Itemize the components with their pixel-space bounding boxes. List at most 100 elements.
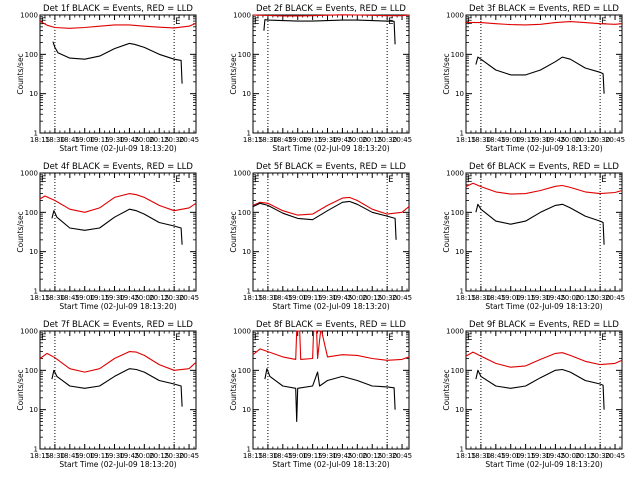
series-line-lld	[465, 21, 623, 26]
y-tick-label: 1	[247, 130, 251, 138]
y-axis-label: Counts/sec	[229, 369, 238, 410]
series-line-lld	[252, 196, 410, 216]
event-marker-label: E	[467, 175, 472, 185]
y-tick-label: 10	[29, 248, 38, 256]
x-tick-label: 19:30	[530, 136, 550, 144]
x-tick-label: 20:30	[377, 294, 397, 302]
x-tick-label: 20:00	[134, 136, 154, 144]
y-tick-label: 1000	[20, 328, 38, 336]
y-tick-label: 100	[451, 51, 464, 59]
x-tick-label: 19:45	[119, 452, 139, 460]
detector-panel-1: Det 1f BLACK = Events, RED = LLD 1 10 100 10…	[16, 4, 199, 153]
x-tick-label: 20:30	[377, 452, 397, 460]
y-axis-label: Counts/sec	[442, 53, 451, 94]
x-tick-label: 19:15	[516, 294, 536, 302]
x-tick-label: 18:30	[471, 136, 491, 144]
y-tick-label: 1000	[20, 12, 38, 20]
x-tick-label: 20:30	[590, 294, 610, 302]
x-tick-label: 20:45	[605, 136, 625, 144]
y-tick-label: 1	[34, 130, 38, 138]
x-tick-label: 19:45	[332, 294, 352, 302]
y-tick-label: 10	[455, 406, 464, 414]
y-axis-label: Counts/sec	[16, 53, 25, 94]
x-tick-label: 18:45	[273, 294, 293, 302]
x-tick-label: 20:15	[362, 294, 382, 302]
x-tick-label: 18:30	[45, 294, 65, 302]
x-tick-label: 18:45	[273, 452, 293, 460]
series-line-lld	[39, 193, 197, 213]
detector-panel-3: Det 3f BLACK = Events, RED = LLD 1 10 100 10…	[442, 4, 625, 153]
detector-panel-8: Det 8f BLACK = Events, RED = LLD 1 10 100 10…	[229, 320, 412, 469]
x-tick-label: 18:30	[45, 136, 65, 144]
x-tick-label: 19:00	[288, 452, 308, 460]
x-tick-label: 19:30	[317, 294, 337, 302]
x-tick-label: 19:15	[303, 136, 323, 144]
event-marker-label: E	[175, 333, 180, 343]
series-line-events	[51, 368, 183, 407]
event-marker-label: E	[41, 17, 46, 27]
x-tick-label: 20:45	[179, 294, 199, 302]
x-tick-label: 19:45	[119, 136, 139, 144]
x-tick-label: 18:15	[30, 294, 50, 302]
x-tick-label: 20:15	[149, 294, 169, 302]
x-tick-label: 18:45	[273, 136, 293, 144]
event-marker-label: E	[254, 333, 259, 343]
x-tick-label: 20:15	[575, 452, 595, 460]
y-tick-label: 1000	[233, 12, 251, 20]
x-tick-label: 20:15	[362, 452, 382, 460]
x-tick-label: 20:15	[362, 136, 382, 144]
x-tick-label: 20:45	[179, 452, 199, 460]
x-tick-label: 20:00	[134, 452, 154, 460]
y-axis-label: Counts/sec	[442, 369, 451, 410]
x-tick-label: 18:15	[456, 294, 476, 302]
event-marker-label: E	[601, 17, 606, 27]
x-tick-label: 18:15	[456, 452, 476, 460]
x-tick-label: 20:45	[392, 452, 412, 460]
series-line-lld	[465, 182, 623, 195]
x-tick-label: 19:30	[104, 452, 124, 460]
y-tick-label: 100	[238, 51, 251, 59]
y-tick-label: 10	[242, 90, 251, 98]
plot-frame	[465, 172, 623, 292]
y-tick-label: 100	[25, 51, 38, 59]
y-tick-label: 10	[242, 406, 251, 414]
x-tick-label: 19:15	[516, 136, 536, 144]
plot-frame	[39, 14, 197, 134]
series-line-lld	[39, 20, 197, 29]
x-tick-label: 20:00	[347, 136, 367, 144]
series-line-lld	[252, 14, 410, 17]
x-tick-label: 20:30	[377, 136, 397, 144]
x-tick-label: 20:30	[164, 294, 184, 302]
panel-title: Det 3f BLACK = Events, RED = LLD	[469, 4, 619, 14]
y-tick-label: 1	[460, 130, 464, 138]
x-tick-label: 19:30	[530, 294, 550, 302]
y-tick-label: 1000	[233, 328, 251, 336]
detector-panel-5: Det 5f BLACK = Events, RED = LLD 1 10 100 10…	[229, 162, 412, 311]
y-tick-label: 10	[455, 248, 464, 256]
x-tick-label: 20:00	[134, 294, 154, 302]
x-tick-label: 18:15	[30, 452, 50, 460]
x-tick-label: 19:15	[90, 136, 110, 144]
y-axis-label: Counts/sec	[442, 211, 451, 252]
x-tick-label: 19:15	[90, 452, 110, 460]
x-tick-label: 19:30	[317, 452, 337, 460]
detector-panel-6: Det 6f BLACK = Events, RED = LLD 1 10 100 10…	[442, 162, 625, 311]
x-tick-label: 20:45	[392, 136, 412, 144]
y-tick-label: 100	[238, 209, 251, 217]
x-tick-label: 20:45	[392, 294, 412, 302]
series-line-events	[264, 368, 396, 423]
event-marker-label: E	[175, 17, 180, 27]
x-tick-label: 19:00	[288, 136, 308, 144]
panel-title: Det 9f BLACK = Events, RED = LLD	[469, 320, 619, 330]
y-tick-label: 100	[238, 367, 251, 375]
series-line-events	[475, 203, 605, 245]
y-tick-label: 100	[25, 209, 38, 217]
y-tick-label: 10	[242, 248, 251, 256]
x-tick-label: 19:15	[303, 294, 323, 302]
x-tick-label: 20:45	[605, 294, 625, 302]
x-tick-label: 18:30	[258, 452, 278, 460]
series-line-events	[475, 368, 605, 410]
x-tick-label: 18:30	[471, 294, 491, 302]
